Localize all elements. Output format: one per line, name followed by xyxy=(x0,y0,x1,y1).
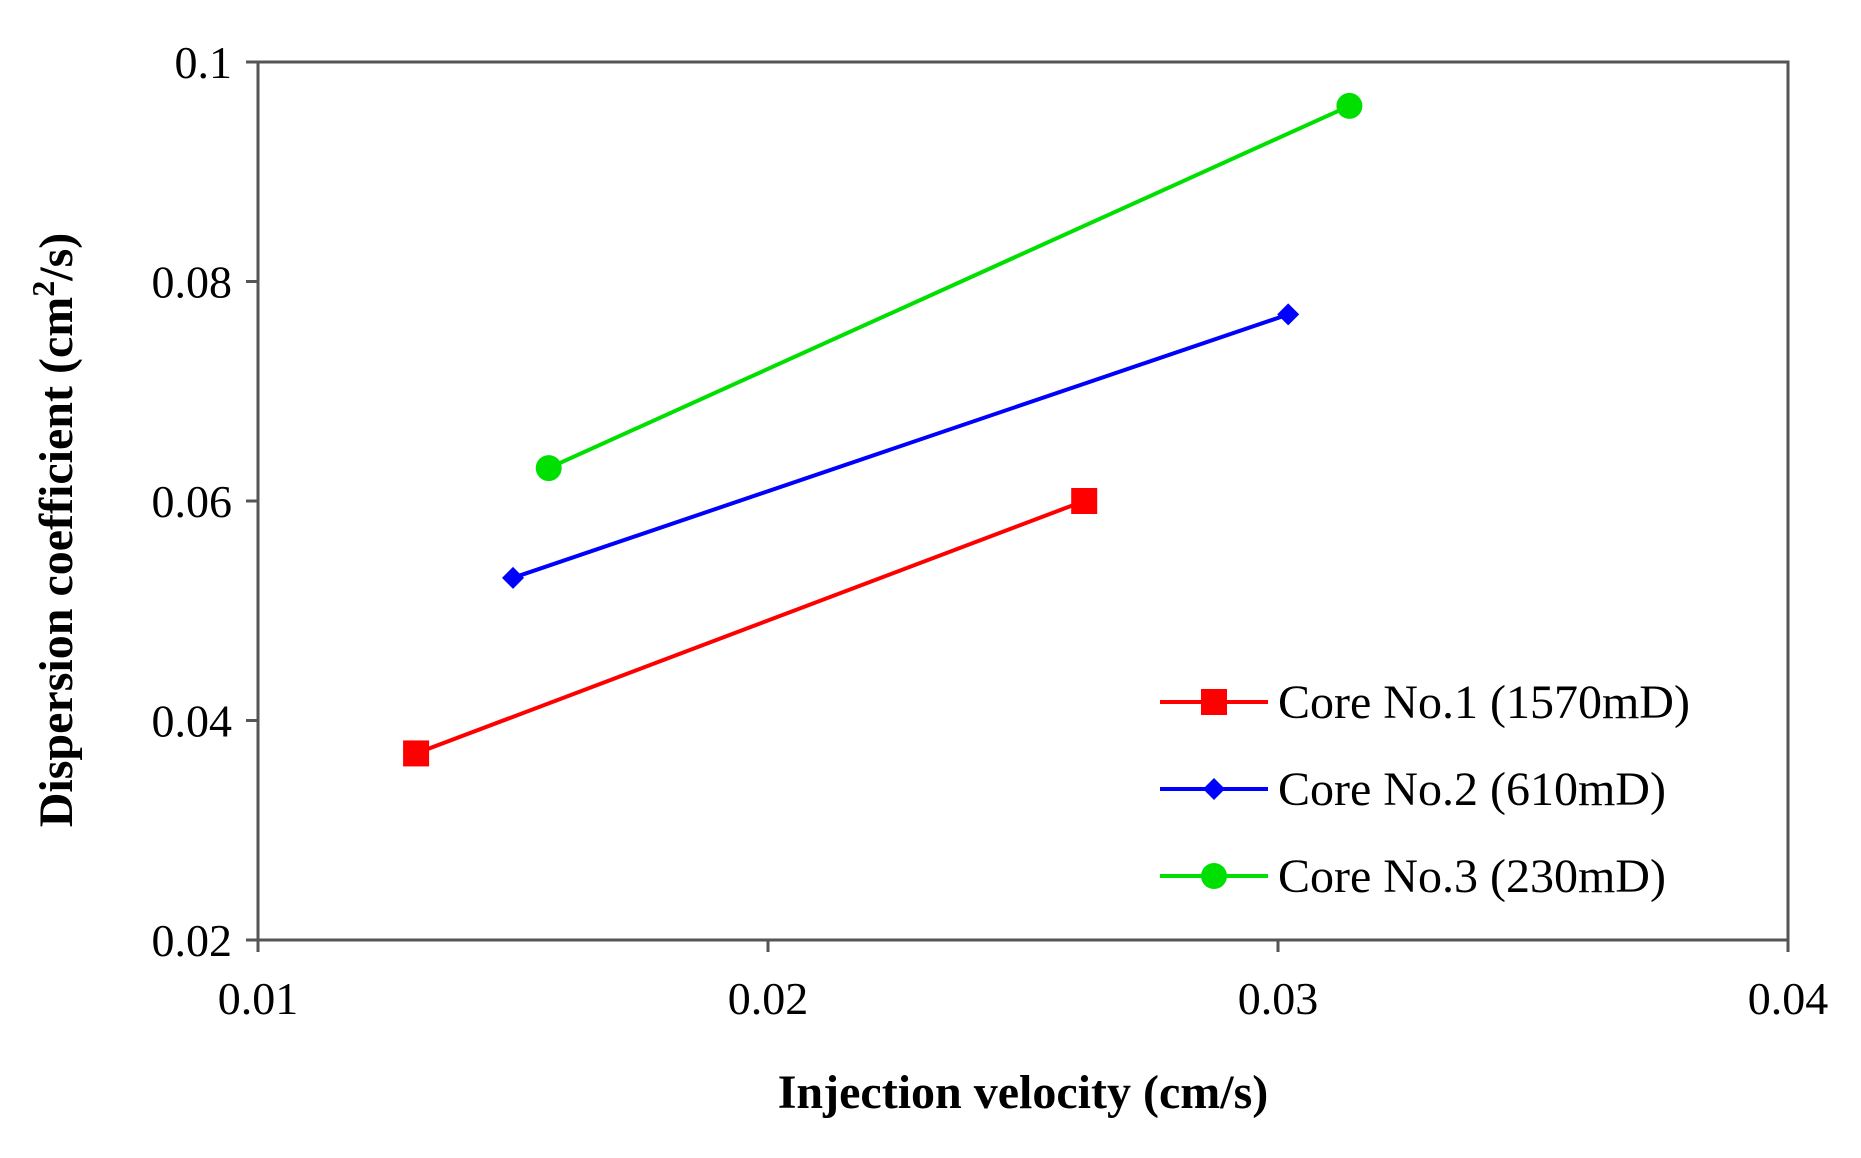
series-1 xyxy=(403,488,1098,767)
y-tick-label: 0.08 xyxy=(152,257,233,308)
legend-item-1: Core No.1 (1570mD) xyxy=(1160,676,1690,729)
x-tick-label: 0.03 xyxy=(1238,973,1319,1024)
legend-label: Core No.1 (1570mD) xyxy=(1278,676,1690,729)
x-tick-label: 0.02 xyxy=(728,973,809,1024)
legend-label: Core No.3 (230mD) xyxy=(1278,850,1666,903)
series-3 xyxy=(535,92,1363,482)
series-2 xyxy=(502,303,1300,589)
legend-item-2: Core No.2 (610mD) xyxy=(1160,763,1666,816)
legend-label: Core No.2 (610mD) xyxy=(1278,763,1666,816)
x-tick-label: 0.01 xyxy=(218,973,299,1024)
y-axis-title-superscript: 2 xyxy=(25,281,61,297)
y-axis-title: Dispersion coefficient (cm2/s) xyxy=(25,233,83,828)
legend-marker xyxy=(1203,778,1225,800)
y-tick-label: 0.04 xyxy=(152,696,233,747)
plot-area xyxy=(256,60,1790,942)
x-axis-title: Injection velocity (cm/s) xyxy=(778,1066,1269,1119)
legend-item-3: Core No.3 (230mD) xyxy=(1160,850,1666,903)
series-2-point xyxy=(502,566,524,589)
series-3-point xyxy=(535,455,562,482)
series-2-point xyxy=(1277,303,1300,326)
x-axis: 0.01 0.02 0.03 0.04 xyxy=(218,940,1829,1024)
series-1-line xyxy=(415,499,1085,756)
legend: Core No.1 (1570mD) Core No.2 (610mD) Core … xyxy=(1160,676,1690,903)
y-tick-label: 0.1 xyxy=(175,37,233,88)
legend-marker xyxy=(1201,689,1227,715)
series-3-point xyxy=(1336,92,1363,119)
y-tick-label: 0.06 xyxy=(152,476,233,527)
series-layer xyxy=(403,92,1363,767)
y-axis: 0.02 0.04 0.06 0.08 0.1 xyxy=(152,37,258,966)
x-tick-label: 0.04 xyxy=(1748,973,1829,1024)
series-3-line xyxy=(547,104,1351,470)
legend-marker xyxy=(1201,863,1227,889)
y-axis-title-tail: /s) xyxy=(30,233,83,282)
y-tick-label: 0.02 xyxy=(152,915,233,966)
series-1-point xyxy=(1071,488,1098,514)
series-2-line xyxy=(512,312,1289,580)
series-1-point xyxy=(403,740,430,767)
y-axis-title-main: Dispersion coefficient (cm xyxy=(30,297,83,828)
